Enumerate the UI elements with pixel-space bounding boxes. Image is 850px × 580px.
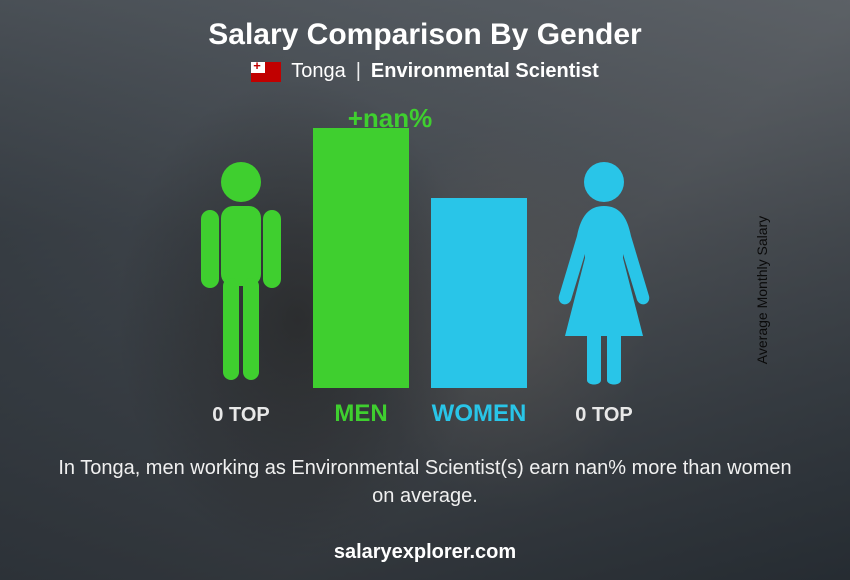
subtitle-row: Tonga | Environmental Scientist (251, 60, 599, 83)
summary-text: In Tonga, men working as Environmental S… (55, 454, 795, 510)
men-category-label: MEN (313, 400, 409, 428)
tonga-flag-icon (251, 62, 281, 82)
subtitle-job: Environmental Scientist (371, 60, 599, 83)
men-value-label: 0 TOP (191, 404, 291, 427)
men-bar-col (313, 128, 409, 388)
subtitle-country: Tonga (291, 60, 346, 83)
women-icon-col (549, 158, 659, 388)
page-title: Salary Comparison By Gender (208, 18, 641, 52)
infographic-content: Salary Comparison By Gender Tonga | Envi… (0, 0, 850, 580)
labels-row: 0 TOP MEN WOMEN 0 TOP (191, 400, 659, 428)
women-category-label: WOMEN (431, 400, 527, 428)
men-icon-col (191, 158, 291, 388)
women-bar-col (431, 198, 527, 388)
subtitle-separator: | (356, 60, 361, 83)
chart-area (191, 128, 659, 388)
man-icon (191, 158, 291, 388)
women-value-label: 0 TOP (549, 404, 659, 427)
women-bar (431, 198, 527, 388)
men-bar (313, 128, 409, 388)
woman-icon (549, 158, 659, 388)
